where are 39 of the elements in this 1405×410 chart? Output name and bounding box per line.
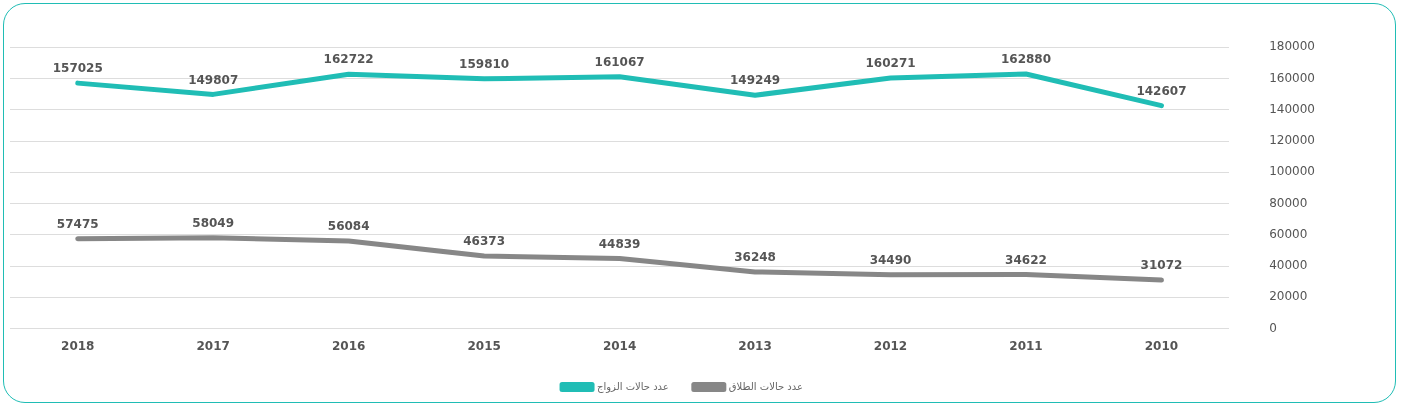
- x-tick-label: 2018: [61, 338, 95, 353]
- data-label: 31072: [1140, 258, 1183, 273]
- data-label: 34622: [1005, 252, 1047, 267]
- y-tick-label: 140000: [1269, 101, 1315, 116]
- y-tick-label: 160000: [1269, 70, 1315, 85]
- y-tick-label: 40000: [1269, 258, 1308, 273]
- y-tick-label: 0: [1269, 320, 1277, 335]
- data-label: 142607: [1136, 83, 1187, 98]
- legend-label: عدد حالات الطلاق: [728, 380, 803, 392]
- data-label: 36248: [734, 250, 776, 265]
- y-tick-label: 80000: [1269, 195, 1308, 210]
- x-tick-label: 2015: [467, 338, 501, 353]
- data-label: 44839: [598, 236, 641, 251]
- data-label: 161067: [594, 54, 645, 69]
- x-tick-label: 2012: [873, 338, 908, 353]
- data-label: 56084: [327, 219, 370, 234]
- legend-label: عدد حالات الزواج: [597, 380, 669, 393]
- x-tick-label: 2017: [196, 338, 230, 353]
- y-tick-label: 20000: [1269, 289, 1308, 304]
- x-tick-label: 2016: [331, 338, 366, 353]
- data-label: 46373: [463, 234, 506, 249]
- data-label: 162722: [323, 52, 374, 67]
- y-tick-label: 60000: [1269, 226, 1308, 241]
- x-tick-label: 2013: [738, 338, 772, 353]
- x-tick-label: 2014: [602, 338, 637, 353]
- data-label: 57475: [56, 216, 99, 231]
- y-tick-label: 100000: [1269, 164, 1315, 179]
- y-tick-label: 180000: [1269, 39, 1315, 54]
- data-label: 162880: [1000, 52, 1052, 67]
- data-label: 160271: [865, 56, 916, 71]
- data-label: 149249: [730, 73, 781, 88]
- x-tick-label: 2010: [1144, 338, 1179, 353]
- x-tick-label: 2011: [1009, 338, 1043, 353]
- data-label: 149807: [188, 72, 239, 87]
- data-label: 157025: [52, 61, 103, 76]
- data-label: 34490: [869, 252, 912, 267]
- data-label: 58049: [192, 215, 235, 230]
- data-label: 159810: [459, 56, 510, 71]
- y-tick-label: 120000: [1269, 133, 1315, 148]
